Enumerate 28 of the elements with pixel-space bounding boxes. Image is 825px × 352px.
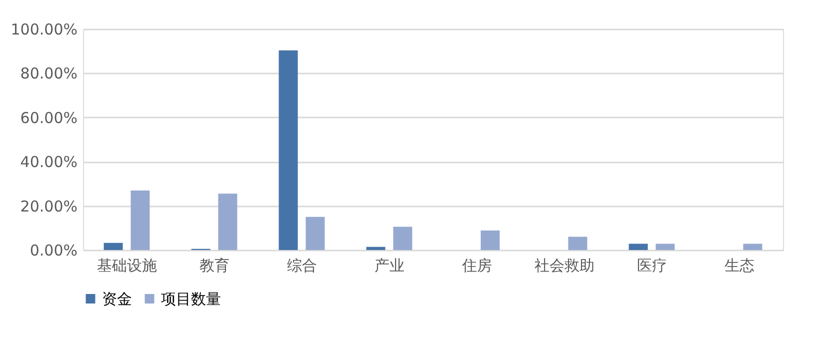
bar [656, 244, 675, 250]
legend-label: 项目数量 [161, 290, 221, 308]
bar [366, 246, 386, 250]
bar [218, 194, 238, 250]
y-tick-label: 40.00% [20, 153, 78, 172]
x-tick-label: 住房 [460, 256, 492, 274]
x-tick-label: 医疗 [636, 256, 667, 274]
y-tick-label: 80.00% [20, 64, 78, 83]
bar [480, 230, 500, 250]
bar [130, 190, 150, 250]
bar [104, 242, 123, 250]
x-tick-label: 基础设施 [96, 256, 157, 274]
bar [306, 216, 325, 250]
x-tick-label: 社会救助 [534, 256, 594, 274]
legend-label: 资金 [102, 290, 132, 308]
x-tick-label: 综合 [286, 256, 317, 274]
bar [568, 236, 588, 250]
y-tick-label: 60.00% [20, 108, 78, 127]
bar [278, 50, 298, 250]
bar [393, 226, 412, 250]
x-tick-label: 产业 [374, 256, 404, 274]
y-tick-label: 0.00% [30, 242, 78, 260]
bar [628, 244, 648, 250]
y-tick-label: 20.00% [20, 197, 78, 216]
bar [743, 244, 762, 250]
y-tick-label: 100.00% [10, 20, 78, 38]
x-tick-label: 教育 [199, 256, 230, 274]
x-tick-label: 生态 [724, 256, 754, 274]
